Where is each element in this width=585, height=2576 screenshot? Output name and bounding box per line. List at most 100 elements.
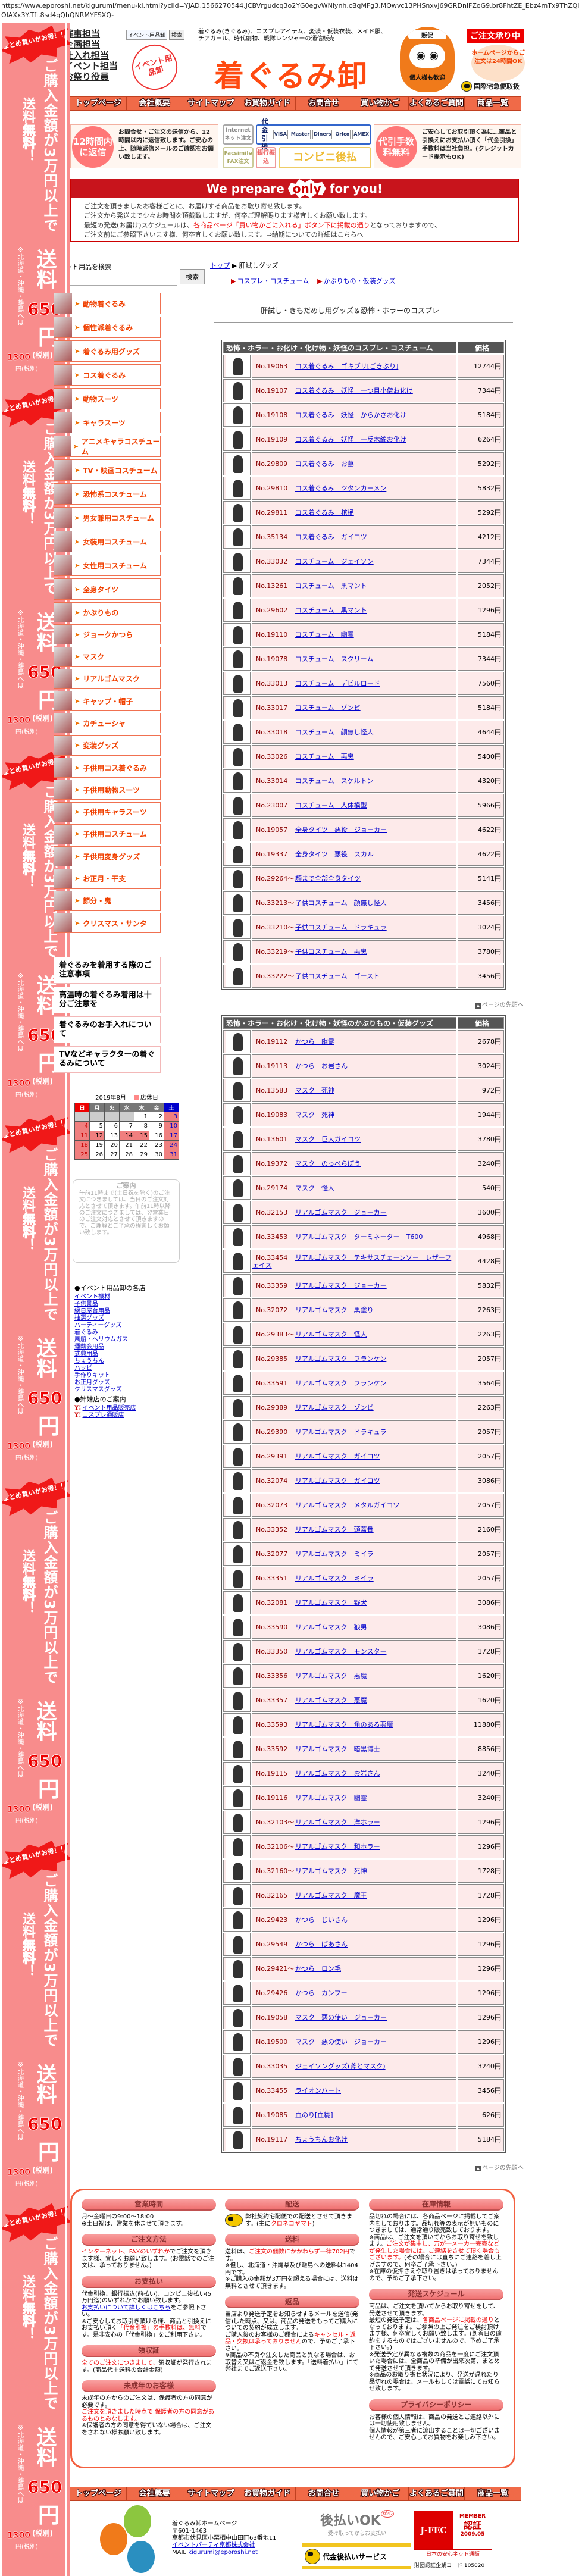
nav-item[interactable]: 買い物かご bbox=[352, 97, 409, 110]
product-thumbnail[interactable] bbox=[226, 1348, 250, 1370]
product-link[interactable]: コスチューム 悪鬼 bbox=[295, 753, 354, 760]
product-link[interactable]: マスク 悪の使い ジョーカー bbox=[295, 2014, 387, 2021]
category-label[interactable]: アニメキャラコスチューム bbox=[81, 437, 160, 456]
product-link[interactable]: マスク 死神 bbox=[295, 1111, 334, 1119]
store-link[interactable]: ちょうちん bbox=[74, 1358, 104, 1364]
store-link[interactable]: クリスマスグッズ bbox=[74, 1386, 122, 1393]
product-link[interactable]: 子供コスチューム 顔無し怪人 bbox=[295, 899, 387, 907]
product-thumbnail[interactable] bbox=[226, 794, 250, 816]
product-link[interactable]: コスチューム デビルロード bbox=[295, 680, 380, 687]
category-item[interactable]: ➤ お正月・干支 bbox=[54, 868, 161, 889]
product-thumbnail[interactable] bbox=[226, 1494, 250, 1516]
product-link[interactable]: リアルゴムマスク ガイコツ bbox=[295, 1453, 380, 1460]
product-thumbnail[interactable] bbox=[226, 1104, 250, 1126]
product-thumbnail[interactable] bbox=[226, 746, 250, 768]
notice-link[interactable]: 高温時の着ぐるみ着用は十分ご注意を bbox=[54, 987, 161, 1013]
product-thumbnail[interactable] bbox=[226, 1909, 250, 1931]
category-item[interactable]: ➤ 子供用変身グッズ bbox=[54, 846, 161, 867]
product-thumbnail[interactable] bbox=[226, 1421, 250, 1443]
store-link[interactable]: ハッピ bbox=[74, 1365, 92, 1372]
category-label[interactable]: 全身タイツ bbox=[83, 585, 119, 594]
product-thumbnail[interactable] bbox=[226, 404, 250, 426]
product-link[interactable]: かつら お岩さん bbox=[295, 1062, 348, 1070]
product-link[interactable]: リアルゴムマスク 暗黒博士 bbox=[295, 1745, 380, 1753]
category-item[interactable]: ➤ アニメキャラコスチューム bbox=[54, 436, 161, 457]
category-item[interactable]: ➤ 子供用コスチューム bbox=[54, 824, 161, 844]
product-thumbnail[interactable] bbox=[226, 843, 250, 865]
header-search-button[interactable]: 検索 bbox=[169, 30, 185, 40]
product-link[interactable]: 子供コスチューム ゴースト bbox=[295, 972, 380, 980]
back-to-top-label[interactable]: ページの先頭へ bbox=[482, 1002, 524, 1009]
category-item[interactable]: ➤ ジョークかつら bbox=[54, 624, 161, 645]
product-thumbnail[interactable] bbox=[226, 1885, 250, 1907]
product-link[interactable]: かつら じいさん bbox=[295, 1916, 348, 1924]
product-thumbnail[interactable] bbox=[226, 819, 250, 841]
product-link[interactable]: リアルゴムマスク フランケン bbox=[295, 1355, 387, 1363]
product-link[interactable]: コスチューム 幽霊 bbox=[295, 631, 354, 638]
product-link[interactable]: リアルゴムマスク ジョーカー bbox=[295, 1282, 387, 1289]
product-link[interactable]: リアルゴムマスク ミイラ bbox=[295, 1550, 374, 1558]
product-thumbnail[interactable] bbox=[226, 1397, 250, 1419]
product-link[interactable]: コスチューム 黒マント bbox=[295, 582, 367, 590]
back-to-top-link[interactable]: ▲ ページの先頭へ bbox=[475, 1000, 524, 1009]
category-item[interactable]: ➤ 女装用コスチューム bbox=[54, 531, 161, 552]
category-label[interactable]: 女性用コスチューム bbox=[83, 561, 147, 570]
category-label[interactable]: お正月・干支 bbox=[83, 875, 126, 884]
category-label[interactable]: キャップ・帽子 bbox=[83, 697, 133, 706]
category-item[interactable]: ➤ TV・映画コスチューム bbox=[54, 459, 161, 481]
store-link[interactable]: お正月グッズ bbox=[74, 1379, 110, 1386]
nav-item[interactable]: 商品一覧 bbox=[477, 2489, 509, 2498]
product-link[interactable]: コスチューム 黒マント bbox=[295, 606, 367, 614]
section-link-costume[interactable]: コスプレ・コスチューム bbox=[237, 277, 309, 285]
product-thumbnail[interactable] bbox=[226, 1323, 250, 1345]
product-link[interactable]: マスク 怪人 bbox=[295, 1184, 334, 1192]
product-thumbnail[interactable] bbox=[226, 1567, 250, 1589]
product-thumbnail[interactable] bbox=[226, 1177, 250, 1199]
store-link[interactable]: イベント機材 bbox=[74, 1294, 110, 1300]
product-link[interactable]: リアルゴムマスク フランケン bbox=[295, 1379, 387, 1387]
nav-item[interactable]: お問合せ bbox=[296, 2487, 352, 2500]
product-thumbnail[interactable] bbox=[226, 1811, 250, 1833]
product-thumbnail[interactable] bbox=[226, 1738, 250, 1760]
store-link[interactable]: パーティーグッズ bbox=[74, 1322, 122, 1329]
product-link[interactable]: マスク のっぺらぼう bbox=[295, 1160, 361, 1168]
product-thumbnail[interactable] bbox=[226, 672, 250, 694]
product-link[interactable]: コス着ぐるみ ツタンカーメン bbox=[295, 484, 387, 492]
category-item[interactable]: ➤ 節分・鬼 bbox=[54, 890, 161, 911]
product-link[interactable]: コスチューム ジェイソン bbox=[295, 558, 374, 565]
product-link[interactable]: かつら ロン毛 bbox=[295, 1965, 341, 1973]
category-label[interactable]: かぶりもの bbox=[83, 608, 119, 617]
nav-item[interactable]: 会社概要 bbox=[127, 2487, 183, 2500]
store-link[interactable]: 着ぐるみ bbox=[74, 1329, 98, 1336]
header-search-box[interactable]: イベント用品卸 bbox=[126, 30, 168, 40]
product-link[interactable]: リアルゴムマスク ジョーカー bbox=[295, 1209, 387, 1216]
product-thumbnail[interactable] bbox=[226, 1689, 250, 1711]
store-link[interactable]: 式典用品 bbox=[74, 1351, 98, 1357]
product-thumbnail[interactable] bbox=[226, 1958, 250, 1980]
nav-item[interactable]: 会社概要 bbox=[127, 97, 183, 110]
product-link[interactable]: リアルゴムマスク モンスター bbox=[295, 1648, 387, 1655]
nav-item[interactable]: お買物ガイド bbox=[239, 97, 296, 110]
product-link[interactable]: ちょうちんお化け bbox=[295, 2136, 348, 2143]
product-link[interactable]: リアルゴムマスク 魔王 bbox=[295, 1892, 367, 1899]
product-thumbnail[interactable] bbox=[226, 1445, 250, 1467]
product-link[interactable]: リアルゴムマスク 悪魔 bbox=[295, 1697, 367, 1704]
product-thumbnail[interactable] bbox=[226, 1226, 250, 1248]
nav-item[interactable]: トップページ bbox=[70, 97, 127, 110]
product-link[interactable]: マスク 死神 bbox=[295, 1087, 334, 1094]
product-link[interactable]: コスチューム ゾンビ bbox=[295, 704, 361, 712]
site-logo[interactable]: 着ぐるみ卸 bbox=[214, 59, 368, 93]
category-item[interactable]: ➤ キャラスーツ bbox=[54, 412, 161, 433]
product-thumbnail[interactable] bbox=[226, 1031, 250, 1053]
product-link[interactable]: コス着ぐるみ 妖怪 一反木綿お化け bbox=[295, 436, 406, 443]
category-label[interactable]: 子供用コスチューム bbox=[83, 830, 147, 839]
category-item[interactable]: ➤ 動物着ぐるみ bbox=[54, 293, 161, 314]
product-thumbnail[interactable] bbox=[226, 1201, 250, 1223]
category-label[interactable]: TV・映画コスチューム bbox=[83, 466, 158, 475]
product-thumbnail[interactable] bbox=[226, 868, 250, 890]
category-label[interactable]: 子供用コス着ぐるみ bbox=[83, 763, 147, 772]
product-thumbnail[interactable] bbox=[226, 428, 250, 450]
nav-item[interactable]: サイトマップ bbox=[183, 2487, 240, 2500]
breadcrumb-home[interactable]: トップ bbox=[210, 262, 230, 270]
product-link[interactable]: コスチューム 顔無し怪人 bbox=[295, 728, 374, 736]
